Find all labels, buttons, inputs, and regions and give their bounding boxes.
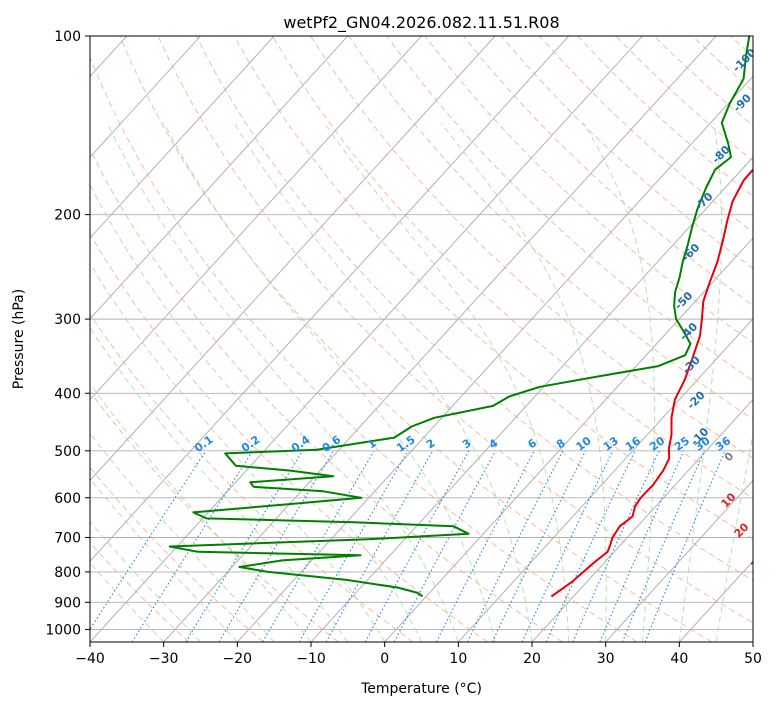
- mixing-ratio-line: [364, 450, 470, 642]
- moist-adiabat-line: [90, 432, 275, 642]
- moist-adiabat-line: [440, 122, 607, 642]
- plot-frame: [89, 35, 754, 643]
- x-axis-label: Temperature (°C): [360, 681, 482, 697]
- y-axis-tick-label: 500: [54, 444, 81, 460]
- isotherm-line: [531, 398, 753, 642]
- isotherm-line: [605, 479, 753, 642]
- plot-area: [90, 36, 753, 642]
- y-axis-tick-label: 400: [54, 386, 81, 402]
- y-axis-label: Pressure (hPa): [11, 289, 27, 389]
- mixing-ratio-line: [131, 450, 254, 642]
- x-axis-tick-label: 0: [380, 651, 389, 667]
- dry-adiabat-line: [157, 36, 753, 624]
- moist-adiabat-line: [90, 183, 422, 642]
- x-axis-tick-label: −30: [149, 651, 179, 667]
- moist-adiabat-line: [90, 521, 201, 642]
- x-axis-tick-label: −10: [296, 651, 326, 667]
- moist-adiabat-line: [90, 262, 386, 642]
- moist-adiabat-line: [678, 122, 723, 642]
- x-axis-tick-label: 30: [597, 651, 615, 667]
- y-axis-tick-label: 800: [54, 565, 81, 581]
- isotherm-line: [90, 36, 643, 642]
- dry-adiabat-line: [386, 36, 753, 382]
- dry-adiabat-line: [90, 541, 190, 642]
- x-axis-tick-label: 10: [449, 651, 467, 667]
- isotherm-line: [384, 237, 753, 642]
- mixing-ratio-line: [599, 450, 685, 642]
- dry-adiabat-line: [119, 36, 712, 642]
- mixing-ratio-line: [185, 450, 304, 642]
- isotherm-line: [163, 36, 717, 642]
- mixing-ratio-line: [491, 450, 587, 642]
- mixing-ratio-line: [90, 450, 207, 631]
- moist-adiabat-line: [323, 122, 570, 642]
- moist-adiabat-line: [233, 122, 533, 642]
- x-axis-tick-label: 40: [670, 651, 688, 667]
- isotherm-line: [90, 36, 570, 562]
- dry-adiabat-line: [233, 36, 753, 540]
- dewpoint-profile-line: [168, 36, 751, 598]
- mixing-ratio-line: [325, 450, 434, 642]
- y-axis-tick-label: 300: [54, 312, 81, 328]
- y-axis-tick-label: 600: [54, 491, 81, 507]
- dry-adiabat-line: [90, 56, 638, 642]
- moist-adiabat-line: [90, 478, 238, 642]
- mixing-ratio-line: [467, 450, 564, 642]
- dry-adiabat-layer: [90, 36, 753, 642]
- moist-adiabat-line: [163, 122, 496, 642]
- dry-adiabat-line: [195, 36, 753, 581]
- moist-adiabat-line: [582, 122, 656, 642]
- mixing-ratio-line: [393, 450, 496, 642]
- y-axis-tick-label: 900: [54, 595, 81, 611]
- y-axis-tick-label: 1000: [45, 622, 81, 638]
- x-axis-tick-label: 50: [744, 651, 762, 667]
- mixing-ratio-layer: [90, 450, 726, 642]
- dry-adiabat-line: [348, 36, 753, 420]
- moist-adiabat-line: [90, 382, 312, 642]
- isotherm-line: [90, 36, 349, 320]
- dry-adiabat-line: [90, 232, 488, 642]
- moist-adiabat-label: 30: [748, 552, 768, 572]
- isotherm-line: [458, 318, 753, 642]
- temperature-profile-line: [550, 168, 753, 598]
- profile-layer: [168, 36, 753, 598]
- y-axis-tick-label: 700: [54, 531, 81, 547]
- dry-adiabat-line: [272, 36, 753, 499]
- moist-adiabat-line: [715, 431, 753, 642]
- x-axis-tick-label: −40: [75, 651, 105, 667]
- dry-adiabat-line: [90, 148, 563, 642]
- isotherm-line: [90, 36, 496, 482]
- x-axis-tick-label: 20: [523, 651, 541, 667]
- isotherm-line: [90, 36, 422, 401]
- dry-adiabat-line: [310, 36, 753, 459]
- y-axis-tick-label: 100: [54, 29, 81, 45]
- chart-title: wetPf2_GN04.2026.082.11.51.R08: [283, 13, 559, 33]
- moist-adiabat-line: [106, 122, 459, 642]
- mixing-ratio-line: [621, 450, 706, 642]
- y-axis-tick-label: 200: [54, 208, 81, 224]
- mixing-ratio-line: [644, 450, 726, 642]
- axes-layer: −40 −30 −20 −10 0 10 20 30 40 50 100 200 300 400 500 60…: [45, 29, 762, 667]
- isotherm-line: [90, 36, 275, 239]
- moist-adiabat-line: [90, 562, 165, 642]
- isotherm-line: [90, 36, 201, 158]
- x-axis-tick-label: −20: [223, 651, 253, 667]
- dry-adiabat-line: [90, 466, 264, 642]
- mixing-ratio-line: [218, 450, 334, 642]
